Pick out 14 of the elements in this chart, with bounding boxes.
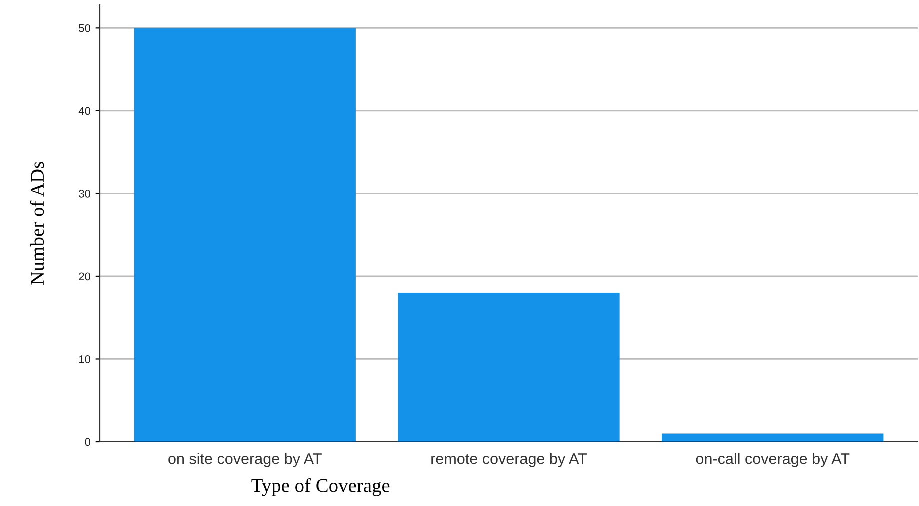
x-tick-label: on site coverage by AT — [168, 453, 322, 468]
y-tick-label: 30 — [79, 190, 91, 198]
x-axis-title: Type of Coverage — [252, 478, 390, 496]
x-tick-label: on-call coverage by AT — [696, 453, 850, 468]
y-tick-label: 20 — [79, 272, 91, 281]
y-axis-title: Number of ADs — [30, 162, 44, 286]
y-tick-label: 10 — [79, 356, 91, 364]
bar — [398, 293, 620, 442]
x-tick-label: remote coverage by AT — [432, 453, 588, 468]
bar — [662, 434, 884, 442]
bar — [134, 28, 356, 442]
y-tick-label: 0 — [85, 438, 91, 446]
y-tick-label: 50 — [79, 24, 91, 32]
y-tick-label: 40 — [78, 107, 91, 116]
